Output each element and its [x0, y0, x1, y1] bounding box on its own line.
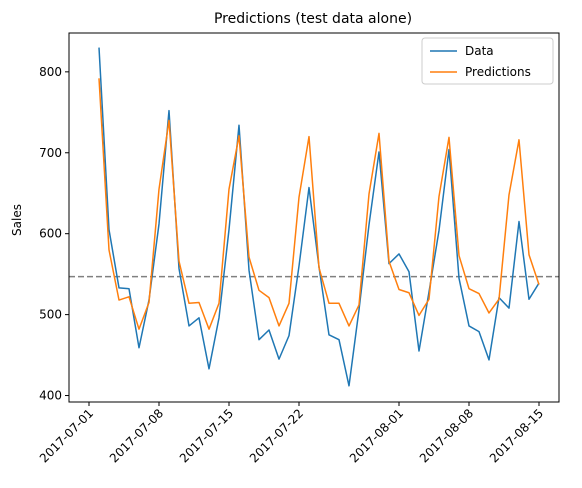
legend: Data Predictions	[421, 37, 554, 85]
y-tick-label: 800	[39, 65, 62, 79]
legend-label-data: Data	[465, 44, 494, 58]
y-tick-label: 600	[39, 227, 62, 241]
legend-label-predictions: Predictions	[465, 65, 531, 79]
series-line-predictions	[98, 78, 540, 330]
y-tick-label: 500	[39, 308, 62, 322]
y-tick-label: 700	[39, 146, 62, 160]
chart-title: Predictions (test data alone)	[214, 11, 412, 27]
y-tick-label: 400	[39, 389, 62, 403]
plot-area	[69, 47, 559, 387]
y-axis-label: Sales	[10, 204, 24, 236]
plot-frame	[68, 32, 560, 403]
